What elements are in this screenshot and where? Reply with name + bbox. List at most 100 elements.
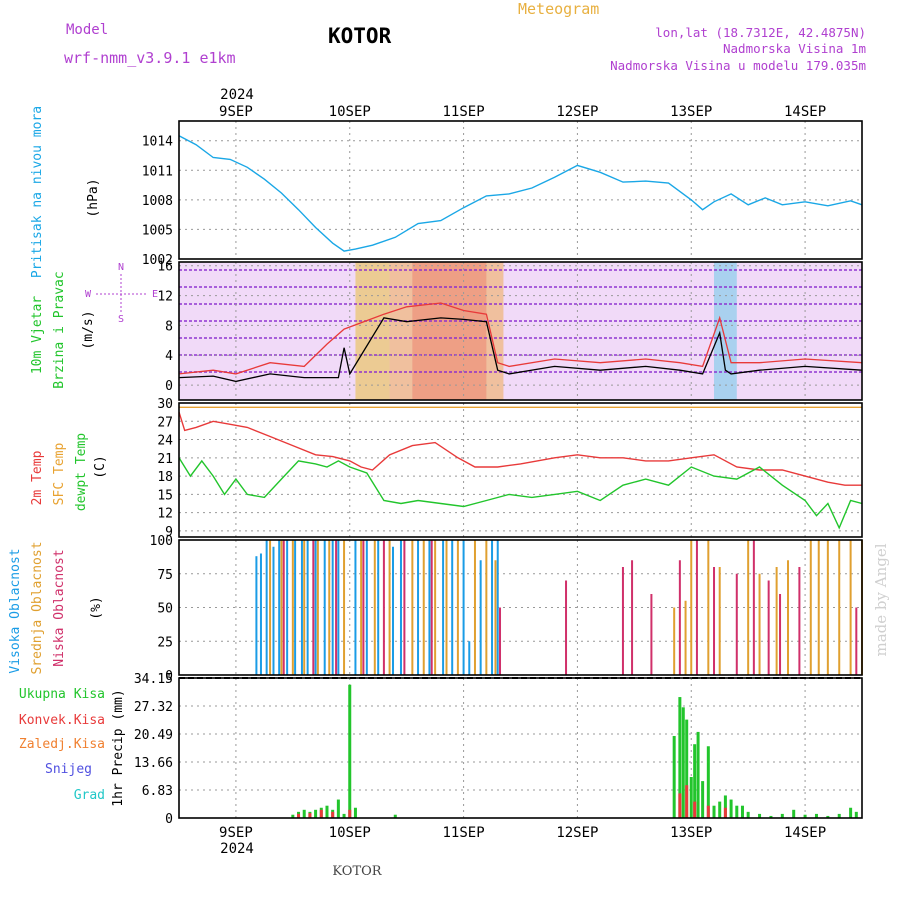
bar [678, 793, 682, 818]
y-tick-label: 25 [157, 635, 173, 650]
top-day-labels: 9SEP 10SEP 11SEP 12SEP 13SEP 14SEP [219, 104, 826, 120]
y-tick-label: 6.83 [142, 784, 173, 799]
bar [269, 540, 272, 675]
sfc-label: SFC Temp [52, 443, 67, 506]
bar [319, 809, 323, 818]
y-tick-label: 1011 [142, 164, 173, 179]
chart-panels: 1002 1005 1008 1011 1014 0 4 8 12 16 9 12 15 18 21 24 27… [134, 120, 863, 827]
top-day-label: 10SEP [329, 104, 371, 120]
bar [701, 781, 705, 818]
bar [422, 540, 425, 675]
dew-label: dewpt Temp [74, 433, 89, 511]
bar [672, 736, 676, 818]
bar [348, 809, 352, 818]
model-elevation-info: Nadmorska Visina u modelu 179.035m [610, 58, 866, 73]
panel-frame [178, 539, 863, 676]
bar [342, 813, 346, 818]
bar [780, 813, 784, 818]
bar [685, 785, 689, 818]
bar [673, 607, 676, 675]
pressure-unit: (hPa) [86, 178, 101, 217]
y-tick-label: 27.32 [134, 700, 173, 715]
wind-dir-w: W [85, 289, 92, 300]
wind-barb-field [714, 262, 737, 400]
bar [302, 809, 306, 818]
bar [451, 540, 454, 675]
bar [388, 540, 391, 675]
bar [729, 799, 733, 818]
bar [814, 813, 818, 818]
bar [817, 540, 820, 675]
bar [399, 540, 402, 675]
bar [689, 777, 693, 818]
bar [365, 540, 368, 675]
y-tick-label: 4 [165, 349, 173, 364]
y-tick-label: 30 [157, 397, 173, 412]
bar [621, 567, 624, 675]
bar [306, 540, 309, 675]
lonlat-info: lon,lat (18.7312E, 42.4875N) [655, 25, 866, 40]
bottom-day-label: 9SEP [219, 825, 253, 841]
bar [377, 540, 380, 675]
hail-label: Grad [74, 788, 105, 803]
y-tick-label: 0 [165, 812, 173, 827]
bar [752, 540, 755, 675]
bar [337, 540, 340, 675]
y-tick-label: 8 [165, 319, 173, 334]
bar [456, 540, 459, 675]
bar [272, 546, 275, 675]
bar [325, 805, 329, 818]
bar [278, 540, 281, 675]
bar [787, 560, 790, 675]
bottom-day-label: 14SEP [784, 825, 826, 841]
panel-3: 0 25 50 75 100 [150, 534, 863, 684]
bar [496, 540, 499, 675]
bar [491, 540, 494, 675]
bar [740, 805, 744, 818]
y-tick-label: 16 [157, 260, 173, 275]
bar [792, 809, 796, 818]
top-day-label: 9SEP [219, 104, 253, 120]
year-top: 2024 [220, 87, 254, 103]
panel-1: 0 4 8 12 16 [157, 260, 863, 401]
bar [735, 573, 738, 675]
bar [706, 805, 710, 818]
watermark: made by Angel [872, 543, 890, 656]
top-day-label: 14SEP [784, 104, 826, 120]
bar [314, 540, 317, 675]
bar [316, 540, 319, 675]
cloud-unit: (%) [89, 596, 104, 619]
bar [718, 801, 722, 818]
top-day-label: 11SEP [443, 104, 485, 120]
bottom-day-label: 10SEP [329, 825, 371, 841]
bar [430, 540, 433, 675]
bar [300, 540, 303, 675]
bar [259, 553, 262, 675]
bar [434, 540, 437, 675]
y-tick-label: 24 [157, 434, 173, 449]
bar [758, 813, 762, 818]
bar [348, 684, 352, 818]
bar [849, 807, 853, 818]
bar [723, 807, 727, 818]
bar [265, 540, 268, 675]
bar [769, 815, 773, 818]
bar [746, 811, 750, 818]
bar [323, 540, 326, 675]
bar [286, 540, 289, 675]
panel-frame [178, 261, 863, 401]
series-line [178, 302, 863, 375]
y-tick-label: 1005 [142, 223, 173, 238]
bar [809, 540, 812, 675]
top-day-label: 13SEP [670, 104, 712, 120]
bar [373, 540, 376, 675]
bar [468, 641, 471, 675]
bar [462, 540, 465, 675]
wind-dir-e: E [152, 289, 158, 300]
mid-cloud-label: Srednja Oblacnost [30, 541, 45, 674]
y-tick-label: 1014 [142, 135, 173, 150]
y-tick-label: 20.49 [134, 728, 173, 743]
bar [479, 560, 482, 675]
temp2m-label: 2m Temp [30, 450, 45, 505]
y-tick-label: 0 [165, 669, 173, 684]
